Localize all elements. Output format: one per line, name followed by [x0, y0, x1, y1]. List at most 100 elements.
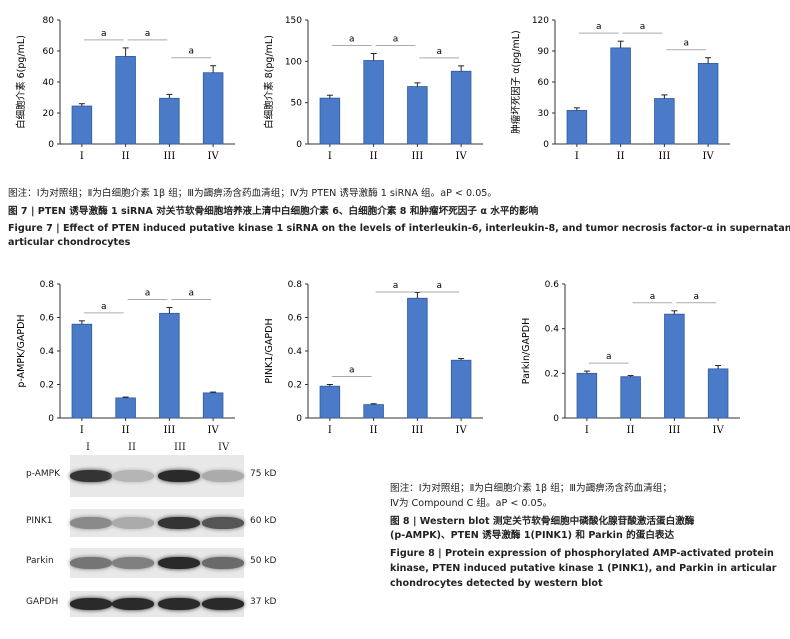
bar: [115, 56, 136, 145]
bar: [707, 368, 729, 419]
significance-marker: a: [650, 292, 656, 302]
blot-band: [202, 557, 244, 569]
y-axis-label: 肿瘤坏死因子 α(pg/mL): [510, 30, 522, 134]
bar: [159, 97, 180, 145]
blot-size-label: 37 kD: [250, 597, 277, 607]
blot-band: [70, 470, 112, 482]
significance-marker: a: [101, 302, 107, 312]
x-tick-label: II: [370, 425, 378, 436]
bar: [115, 397, 136, 419]
blot-band: [158, 517, 200, 529]
bar: [450, 359, 472, 419]
y-tick-label: 0.4: [40, 347, 55, 357]
y-axis-label: p-AMPK/GAPDH: [16, 314, 27, 387]
significance-marker: a: [683, 39, 689, 49]
x-tick-label: III: [163, 151, 175, 162]
fig8-title-en-line1: Figure 8 | Protein expression of phospho…: [390, 548, 774, 559]
x-tick-label: I: [585, 425, 589, 436]
blot-band: [112, 557, 154, 569]
bar: [576, 372, 598, 419]
bar: [363, 60, 384, 145]
bar: [407, 86, 428, 145]
bar: [319, 385, 341, 419]
bar: [71, 323, 93, 419]
blot-band: [158, 598, 200, 610]
y-tick-label: 30: [538, 109, 550, 119]
x-tick-label: II: [122, 151, 130, 162]
significance-marker: a: [436, 47, 442, 57]
y-tick-label: 100: [285, 57, 302, 67]
blot-protein-label: PINK1: [26, 516, 53, 526]
y-tick-label: 0: [553, 414, 559, 424]
x-tick-label: I: [328, 425, 332, 436]
significance-marker: a: [349, 34, 355, 44]
blot-band: [70, 598, 112, 610]
x-tick-label: II: [617, 151, 625, 162]
fig8-note-line2: Ⅳ为 Compound C 组。aP < 0.05。: [390, 498, 553, 509]
blot-lane-label: I: [86, 442, 90, 453]
significance-marker: a: [188, 47, 194, 57]
bar: [71, 105, 93, 145]
blot-band: [112, 598, 154, 610]
blot-band: [70, 517, 112, 529]
y-tick-label: 120: [532, 16, 549, 26]
blot-band: [202, 517, 244, 529]
x-tick-label: III: [163, 425, 175, 436]
y-tick-label: 0: [48, 414, 54, 424]
y-tick-label: 0: [48, 140, 54, 150]
y-tick-label: 0.6: [288, 314, 303, 324]
significance-marker: a: [349, 366, 355, 376]
y-tick-label: 150: [285, 16, 302, 26]
fig8-title-cn-line2: (p-AMPK)、PTEN 诱导激酶 1(PINK1) 和 Parkin 的蛋白…: [390, 530, 675, 541]
x-tick-label: I: [328, 151, 332, 162]
y-tick-label: 0.4: [288, 347, 303, 357]
x-tick-label: II: [370, 151, 378, 162]
bar: [159, 312, 180, 419]
bar: [407, 297, 428, 419]
fig7-note: 图注：Ⅰ为对照组；Ⅱ为白细胞介素 1β 组；Ⅲ为蠲痹汤含药血清组；Ⅳ为 PTEN…: [8, 188, 497, 199]
x-tick-label: IV: [456, 425, 468, 436]
fig8-title-en-line2: kinase, PTEN induced putative kinase 1 (…: [390, 563, 777, 574]
fig8-title-cn-line1: 图 8 | Western blot 测定关节软骨细胞中磷酸化腺苷酸激活蛋白激酶: [390, 516, 695, 527]
y-tick-label: 60: [43, 47, 55, 57]
y-tick-label: 0.2: [40, 381, 54, 391]
fig7-title-en-line2: articular chondrocytes: [8, 237, 131, 248]
bar: [697, 63, 719, 145]
y-tick-label: 80: [43, 16, 55, 26]
significance-marker: a: [640, 22, 646, 32]
significance-marker: a: [606, 352, 612, 362]
significance-marker: a: [393, 34, 399, 44]
y-tick-label: 0.8: [40, 280, 55, 290]
blot-band: [158, 557, 200, 569]
blot-lane-label: III: [174, 442, 186, 453]
bar: [202, 392, 224, 419]
blot-size-label: 60 kD: [250, 516, 277, 526]
bar: [450, 70, 472, 145]
fig7-title-en-line1: Figure 7 | Effect of PTEN induced putati…: [8, 223, 790, 234]
blot-band: [158, 470, 200, 482]
bar: [566, 110, 588, 145]
y-tick-label: 0: [543, 140, 549, 150]
blot-band: [70, 557, 112, 569]
significance-marker: a: [393, 281, 399, 291]
blot-protein-label: Parkin: [26, 556, 54, 566]
fig8-title-en-line3: chondrocytes detected by western blot: [390, 578, 603, 589]
y-tick-label: 50: [291, 99, 303, 109]
y-axis-label: Parkin/GAPDH: [521, 318, 532, 384]
x-tick-label: I: [80, 151, 84, 162]
y-tick-label: 0: [296, 414, 302, 424]
x-tick-label: II: [627, 425, 635, 436]
x-tick-label: IV: [208, 425, 220, 436]
y-axis-label: 白细胞介素 6(pg/mL): [15, 35, 27, 129]
blot-protein-label: p-AMPK: [26, 469, 61, 479]
y-tick-label: 0.6: [40, 314, 55, 324]
x-tick-label: I: [575, 151, 579, 162]
x-tick-label: III: [668, 425, 680, 436]
bar: [610, 47, 631, 145]
x-tick-label: IV: [703, 151, 715, 162]
